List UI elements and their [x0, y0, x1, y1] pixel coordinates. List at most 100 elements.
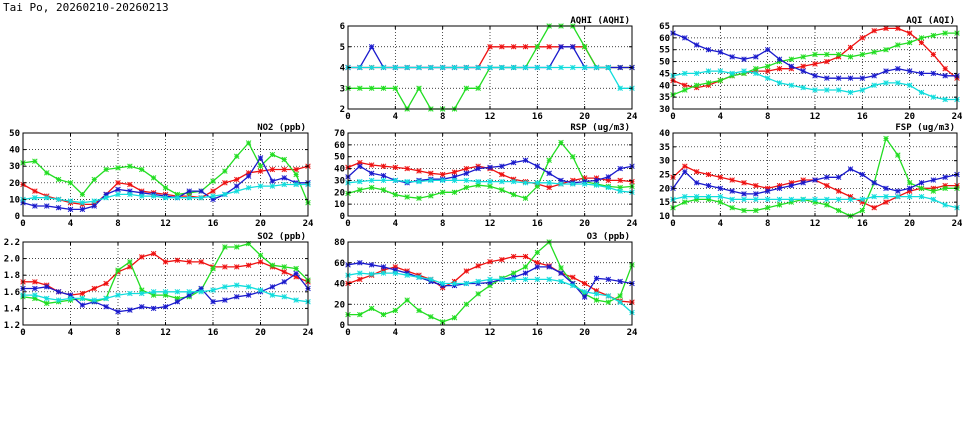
so2-point — [91, 297, 98, 303]
fsp-ytick-label: 40 — [659, 129, 670, 139]
rsp-point — [463, 177, 470, 184]
o3-point — [451, 280, 458, 287]
o3-point — [510, 270, 517, 276]
aqhi-xtick-label: 24 — [627, 112, 638, 122]
so2-point — [103, 295, 109, 302]
page-title: Tai Po, 20260210-20260213 — [3, 1, 169, 14]
aqhi-ytick-label: 2 — [340, 105, 345, 115]
aqhi-point — [510, 43, 517, 50]
aqhi-point — [475, 64, 481, 71]
fsp-point — [930, 188, 937, 194]
rsp-ytick-label: 10 — [334, 200, 345, 210]
fsp-point — [895, 152, 901, 158]
so2-point — [103, 303, 109, 310]
fsp-point — [800, 180, 806, 186]
o3-point — [522, 270, 529, 276]
o3-ytick-label: 0 — [340, 321, 345, 331]
aqhi-point — [392, 85, 399, 92]
rsp-point — [368, 177, 375, 184]
o3-point — [534, 249, 541, 256]
aqhi-series-cyan — [345, 64, 635, 92]
aqhi-point — [570, 43, 576, 50]
no2-point — [257, 163, 264, 169]
so2-point — [127, 307, 133, 313]
aqhi-point — [368, 64, 375, 71]
o3-point — [439, 319, 446, 325]
fsp-series-blue — [670, 166, 960, 197]
aqhi-point — [581, 43, 588, 50]
no2-series-cyan — [20, 181, 311, 206]
rsp-point — [570, 181, 576, 187]
no2-point — [210, 188, 216, 194]
aqi-point — [800, 63, 806, 70]
rsp-xtick-label: 8 — [440, 219, 445, 229]
so2-series-cyan — [20, 282, 311, 305]
aqi-point — [812, 51, 818, 58]
no2-point — [293, 166, 299, 173]
aqi-point — [812, 73, 818, 79]
rsp-point — [510, 178, 517, 185]
aqi-xtick-label: 4 — [718, 112, 724, 122]
fsp-point — [693, 196, 700, 203]
no2-point — [103, 194, 109, 201]
fsp-point — [705, 193, 712, 200]
aqi-xtick-label: 12 — [810, 112, 821, 122]
aqi-point — [682, 35, 688, 41]
no2-point — [210, 193, 216, 199]
aqi-point — [918, 39, 925, 46]
so2-point — [150, 289, 157, 295]
so2-point — [269, 262, 276, 268]
o3-point — [522, 264, 529, 270]
so2-point — [79, 295, 86, 302]
aqi-point — [847, 89, 854, 96]
o3-point — [593, 291, 600, 297]
so2-point — [257, 252, 264, 259]
o3-point — [392, 307, 399, 314]
rsp-point — [522, 180, 529, 186]
so2-point — [103, 280, 109, 287]
aqi-point — [847, 54, 854, 60]
fsp-xtick-label: 4 — [718, 219, 724, 229]
o3-point — [463, 301, 470, 308]
o3-point — [475, 263, 481, 269]
o3-point — [605, 299, 612, 305]
aqi-point — [906, 39, 913, 46]
so2-point — [138, 290, 145, 297]
fsp-point — [871, 193, 877, 200]
aqi-ytick-label: 30 — [659, 105, 670, 115]
o3-point — [510, 276, 517, 283]
o3-point — [357, 276, 363, 283]
o3-point — [605, 276, 612, 283]
o3-point — [368, 271, 375, 277]
aqhi-point — [558, 43, 564, 50]
o3-point — [416, 274, 422, 281]
aqhi-chart: 0 4 8 12 16 20 24 2 3 4 5 6 AQHI (AQHI) — [340, 16, 638, 122]
fsp-point — [895, 188, 901, 194]
o3-point — [357, 270, 363, 276]
so2-ytick-label: 1.2 — [4, 321, 20, 331]
aqi-point — [705, 80, 712, 86]
rsp-point — [605, 184, 612, 191]
no2-point — [91, 176, 98, 183]
no2-point — [55, 196, 62, 203]
fsp-point — [764, 188, 771, 194]
o3-point — [617, 299, 623, 305]
fsp-point — [835, 207, 842, 214]
rsp-point — [546, 180, 552, 186]
aqi-point — [847, 75, 854, 81]
no2-xtick-label: 8 — [115, 219, 120, 229]
fsp-point — [729, 188, 735, 194]
rsp-xtick-label: 4 — [393, 219, 399, 229]
o3-point — [522, 276, 529, 283]
no2-point — [186, 188, 193, 194]
no2-point — [115, 165, 121, 171]
no2-point — [257, 183, 264, 189]
aqi-point — [895, 42, 901, 48]
so2-point — [138, 303, 145, 310]
aqi-point — [705, 46, 712, 53]
rsp-ytick-label: 30 — [334, 176, 345, 186]
rsp-point — [605, 174, 612, 180]
fsp-xtick-label: 20 — [904, 219, 915, 229]
rsp-point — [617, 165, 623, 172]
aqi-point — [764, 63, 771, 70]
